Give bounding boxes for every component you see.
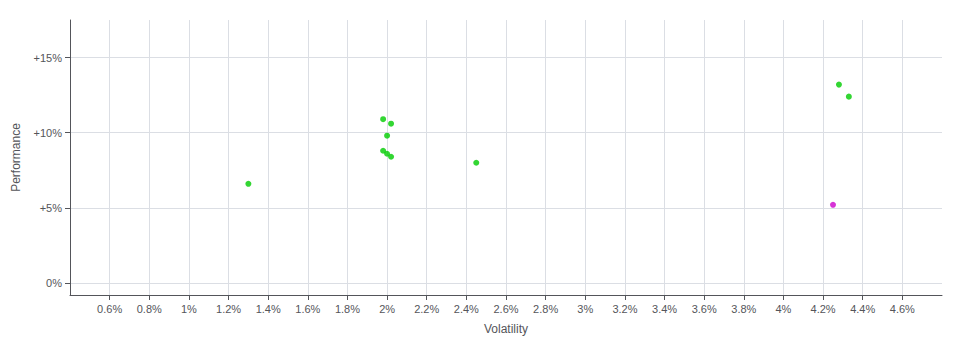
svg-text:1.6%: 1.6% xyxy=(295,303,320,315)
svg-text:1.4%: 1.4% xyxy=(256,303,281,315)
svg-text:2.8%: 2.8% xyxy=(533,303,558,315)
svg-text:3.8%: 3.8% xyxy=(731,303,756,315)
svg-text:0.6%: 0.6% xyxy=(97,303,122,315)
svg-text:4.6%: 4.6% xyxy=(890,303,915,315)
svg-text:3.4%: 3.4% xyxy=(652,303,677,315)
svg-text:3%: 3% xyxy=(577,303,593,315)
svg-text:2.2%: 2.2% xyxy=(414,303,439,315)
svg-text:+5%: +5% xyxy=(40,202,63,214)
svg-text:Volatility: Volatility xyxy=(484,322,528,336)
svg-text:Performance: Performance xyxy=(9,123,23,192)
svg-text:2%: 2% xyxy=(379,303,395,315)
svg-text:1%: 1% xyxy=(181,303,197,315)
svg-text:+15%: +15% xyxy=(34,52,63,64)
svg-text:4.2%: 4.2% xyxy=(811,303,836,315)
svg-text:1.8%: 1.8% xyxy=(335,303,360,315)
svg-text:3.6%: 3.6% xyxy=(692,303,717,315)
svg-text:3.2%: 3.2% xyxy=(612,303,637,315)
svg-text:0%: 0% xyxy=(46,277,62,289)
svg-text:2.6%: 2.6% xyxy=(493,303,518,315)
svg-text:4%: 4% xyxy=(776,303,792,315)
svg-text:2.4%: 2.4% xyxy=(454,303,479,315)
svg-text:0.8%: 0.8% xyxy=(137,303,162,315)
svg-text:+10%: +10% xyxy=(34,127,63,139)
svg-text:4.4%: 4.4% xyxy=(850,303,875,315)
svg-text:1.2%: 1.2% xyxy=(216,303,241,315)
